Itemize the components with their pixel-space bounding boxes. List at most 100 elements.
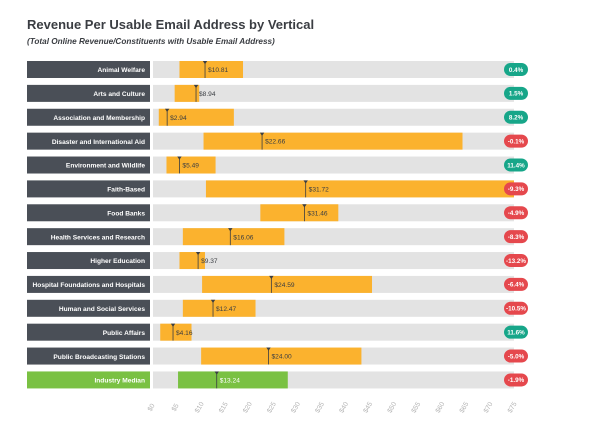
- change-badge-environment-and-wildlife: [504, 158, 528, 172]
- range-bar-environment-and-wildlife: [166, 156, 216, 174]
- change-badge-public-affairs: [504, 325, 528, 339]
- x-tick-label: $45: [362, 401, 374, 415]
- change-badge-industry-median: [504, 373, 528, 387]
- category-label-box-faith-based: [27, 180, 150, 198]
- category-label-public-affairs: Public Affairs: [103, 330, 146, 337]
- range-bar-public-affairs: [160, 323, 192, 341]
- value-marker-head-hospital-foundations-and-hospitals: [269, 275, 274, 280]
- range-bar-disaster-and-international-aid: [203, 132, 463, 150]
- x-tick-label: $20: [242, 401, 254, 415]
- bar-track-public-affairs: [153, 323, 514, 341]
- category-label-box-animal-welfare: [27, 61, 150, 78]
- x-tick-label: $75: [507, 401, 519, 415]
- x-tick-label: $65: [459, 401, 471, 415]
- change-label-hospital-foundations-and-hospitals: -6.4%: [508, 282, 525, 289]
- x-tick-label: $50: [387, 401, 399, 415]
- category-label-box-food-banks: [27, 204, 150, 222]
- change-label-food-banks: -4.9%: [508, 210, 525, 217]
- value-marker-head-arts-and-culture: [193, 84, 199, 89]
- value-marker-head-public-broadcasting-stations: [266, 347, 271, 351]
- x-tick-label: $5: [171, 402, 181, 412]
- category-label-box-industry-median: [27, 371, 150, 389]
- category-label-box-arts-and-culture: [27, 84, 150, 102]
- data-label-human-and-social-services: $12.47: [216, 306, 237, 313]
- change-badge-human-and-social-services: [504, 301, 528, 315]
- chart-subtitle: (Total Online Revenue/Constituents with …: [27, 37, 275, 46]
- change-label-public-broadcasting-stations: -5.0%: [508, 353, 525, 360]
- bar-track-environment-and-wildlife: [153, 156, 514, 174]
- x-tick-label: $25: [266, 401, 278, 415]
- category-label-box-human-and-social-services: [27, 299, 150, 317]
- x-tick-label: $40: [338, 401, 350, 415]
- value-marker-head-food-banks: [302, 204, 307, 208]
- category-label-faith-based: Faith-Based: [107, 187, 145, 194]
- x-tick-label: $15: [218, 401, 230, 415]
- data-label-higher-education: $9.37: [201, 258, 218, 265]
- value-marker-head-industry-median: [214, 371, 219, 375]
- data-label-public-affairs: $4.16: [176, 330, 193, 337]
- data-label-health-services-and-research: $16.06: [233, 234, 254, 241]
- category-label-environment-and-wildlife: Environment and Wildlife: [66, 163, 145, 170]
- change-badge-arts-and-culture: [504, 86, 528, 100]
- value-marker-head-faith-based: [303, 180, 308, 184]
- range-bar-higher-education: [179, 252, 205, 270]
- change-label-public-affairs: 11.6%: [507, 329, 525, 336]
- value-marker-head-association-and-membership: [164, 108, 170, 112]
- range-bar-association-and-membership: [158, 108, 234, 126]
- category-label-health-services-and-research: Health Services and Research: [51, 234, 145, 241]
- category-label-food-banks: Food Banks: [107, 210, 145, 217]
- x-tick-label: $60: [435, 401, 447, 415]
- change-badge-hospital-foundations-and-hospitals: [504, 277, 528, 291]
- range-bar-human-and-social-services: [182, 299, 256, 317]
- bar-track-higher-education: [153, 252, 514, 270]
- data-label-environment-and-wildlife: $5.49: [182, 163, 199, 170]
- chart-title: Revenue Per Usable Email Address by Vert…: [27, 17, 315, 32]
- change-label-health-services-and-research: -8.3%: [508, 234, 525, 241]
- change-badge-food-banks: [504, 206, 528, 220]
- value-marker-head-higher-education: [195, 252, 201, 256]
- change-badge-health-services-and-research: [504, 230, 528, 244]
- x-tick-label: $55: [411, 401, 423, 415]
- category-label-association-and-membership: Association and Membership: [53, 115, 145, 122]
- x-tick-label: $35: [314, 401, 326, 415]
- range-bar-hospital-foundations-and-hospitals: [202, 275, 373, 293]
- change-label-arts-and-culture: 1.5%: [509, 91, 524, 98]
- value-marker-head-public-affairs: [170, 323, 176, 327]
- change-label-environment-and-wildlife: 11.4%: [507, 162, 525, 169]
- bar-track-association-and-membership: [153, 108, 514, 126]
- category-label-box-environment-and-wildlife: [27, 156, 150, 174]
- x-tick-label: $30: [290, 401, 302, 415]
- category-label-industry-median: Industry Median: [94, 378, 145, 385]
- category-label-box-higher-education: [27, 252, 150, 270]
- range-bar-faith-based: [205, 180, 515, 198]
- change-label-higher-education: -13.2%: [506, 258, 526, 265]
- change-label-disaster-and-international-aid: -0.1%: [508, 138, 525, 145]
- data-label-animal-welfare: $10.81: [208, 67, 229, 74]
- range-bar-health-services-and-research: [182, 228, 285, 246]
- data-label-disaster-and-international-aid: $22.66: [265, 139, 286, 146]
- change-label-association-and-membership: 8.2%: [509, 115, 524, 122]
- x-tick-label: $0: [147, 402, 157, 412]
- change-badge-association-and-membership: [504, 110, 528, 124]
- category-label-box-health-services-and-research: [27, 228, 150, 246]
- data-label-food-banks: $31.46: [307, 210, 328, 217]
- data-label-arts-and-culture: $8.94: [199, 91, 216, 98]
- data-label-association-and-membership: $2.94: [170, 115, 187, 122]
- change-badge-animal-welfare: [504, 63, 528, 76]
- data-label-faith-based: $31.72: [309, 187, 330, 194]
- category-label-disaster-and-international-aid: Disaster and International Aid: [52, 139, 145, 146]
- data-label-public-broadcasting-stations: $24.00: [272, 354, 293, 361]
- category-label-box-disaster-and-international-aid: [27, 132, 150, 150]
- category-label-arts-and-culture: Arts and Culture: [93, 91, 145, 98]
- value-marker-head-disaster-and-international-aid: [259, 132, 265, 136]
- category-label-human-and-social-services: Human and Social Services: [59, 306, 145, 313]
- data-label-hospital-foundations-and-hospitals: $24.59: [274, 282, 295, 289]
- range-bar-arts-and-culture: [174, 84, 200, 102]
- bar-track-arts-and-culture: [153, 84, 514, 102]
- category-label-higher-education: Higher Education: [90, 258, 145, 265]
- range-bar-food-banks: [260, 204, 339, 222]
- range-bar-public-broadcasting-stations: [201, 347, 362, 365]
- range-bar-animal-welfare: [179, 61, 244, 78]
- change-label-faith-based: -9.3%: [508, 186, 525, 193]
